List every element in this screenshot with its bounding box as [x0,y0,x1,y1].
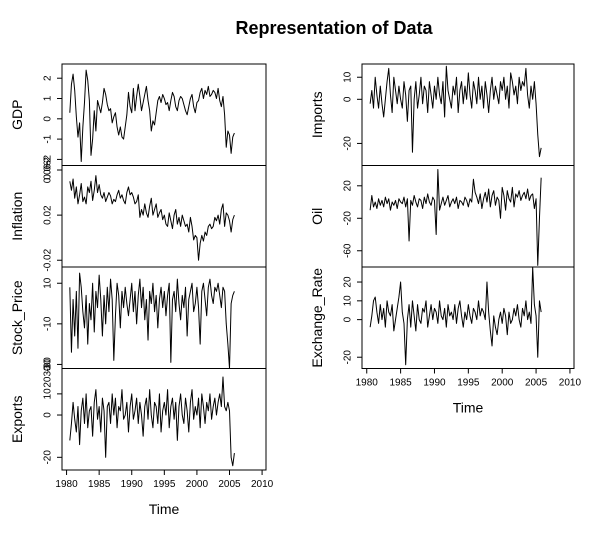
x-axis-col-2: 1980 1985 1990 1995 2000 2005 2010 Time [356,368,582,416]
panel-ylabel-oil: Oil [309,208,325,225]
y-tick-label-exports: 10 [43,388,54,400]
series-line-inflation [69,175,235,261]
panel-ylabel-imports: Imports [309,91,325,138]
y-tick-label-gdp: -1 [43,134,54,143]
panel-ylabel-gdp: GDP [9,100,25,130]
x-tick-label: 1980 [356,378,379,389]
y-tick-label-inflation: 0.02 [43,205,54,225]
panel-exchange_rate: 20 10 0 -20 Exchange_Rate [309,266,575,369]
y-tick-label-gdp: -2 [43,155,54,164]
y-tick-label-exports: 0 [43,412,54,418]
y-tick-label-exchange_rate: 10 [343,295,354,307]
y-edge-label-bottom-gdp: -2 [43,157,54,166]
panel-imports: 10 0 -20 Imports [309,63,575,166]
x-tick-label: 2010 [251,479,274,490]
y-tick-label-exchange_rate: -20 [343,350,354,365]
y-edge-label-top-inflation: 0.06 [43,163,54,183]
y-tick-label-exchange_rate: 0 [343,316,354,322]
x-tick-label: 2005 [218,479,241,490]
x-tick-label: 2010 [559,378,582,389]
x-axis-col-1: 1980 1985 1990 1995 2000 2005 2010 Time [55,470,274,517]
panel-frame-oil [361,165,575,268]
y-tick-label-imports: -20 [343,136,354,151]
plot-area: 210-1-2-2GDP0.060.02-0.020.06Inflation10… [9,63,582,517]
x-tick-label: 1985 [88,479,111,490]
panel-oil: 20 -20 -60 Oil [309,165,575,268]
y-tick-label-exports: -20 [43,450,54,465]
series-line-gdp [69,69,235,162]
y-tick-label-imports: 10 [343,71,354,83]
y-tick-label-stock_price: -10 [43,316,54,331]
y-tick-label-stock_price: -30 [43,357,54,372]
y-tick-label-gdp: 0 [43,116,54,122]
x-tick-label: 1990 [423,378,446,389]
y-tick-label-exchange_rate: 20 [343,276,354,288]
series-line-oil [369,169,542,266]
y-tick-label-gdp: 1 [43,95,54,101]
y-tick-label-stock_price: 10 [43,277,54,289]
y-tick-label-oil: -60 [343,243,354,258]
chart-title: Representation of Data [235,18,433,38]
y-tick-label-oil: -20 [343,211,354,226]
panel-frame-exports [61,368,267,471]
panel-ylabel-stock_price: Stock_Price [9,280,25,355]
panel-ylabel-inflation: Inflation [9,192,25,241]
series-line-exports [69,376,235,467]
y-tick-label-oil: 20 [343,180,354,192]
x-tick-label: 2000 [186,479,209,490]
x-tick-label: 1985 [389,378,412,389]
y-edge-label-bottom-stock_price: 30 [43,359,54,371]
x-tick-label: 2005 [525,378,548,389]
y-tick-label-inflation: -0.02 [43,248,54,271]
y-tick-label-gdp: 2 [43,75,54,81]
x-tick-label: 1980 [55,479,78,490]
x-tick-label: 1990 [121,479,144,490]
y-edge-label-top-exports: 2030 [43,365,54,388]
y-tick-label-imports: 0 [343,96,354,102]
x-tick-label: 2000 [491,378,514,389]
x-tick-label: 1995 [457,378,480,389]
panel-exports: 10 0 -20 2030 Exports [9,365,267,471]
panel-ylabel-exports: Exports [9,396,25,443]
panel-frame-stock_price [61,266,267,369]
series-line-stock_price [69,272,235,369]
y-tick-label-inflation: 0.06 [43,160,54,180]
series-line-exchange_rate [369,266,542,366]
series-line-imports [369,65,542,158]
x-axis-title: Time [453,400,484,416]
panel-ylabel-exchange_rate: Exchange_Rate [309,268,325,368]
panel-frame-exchange_rate [361,266,575,369]
panel-frame-gdp [61,63,267,166]
x-tick-label: 1995 [153,479,176,490]
x-axis-title: Time [149,501,180,517]
